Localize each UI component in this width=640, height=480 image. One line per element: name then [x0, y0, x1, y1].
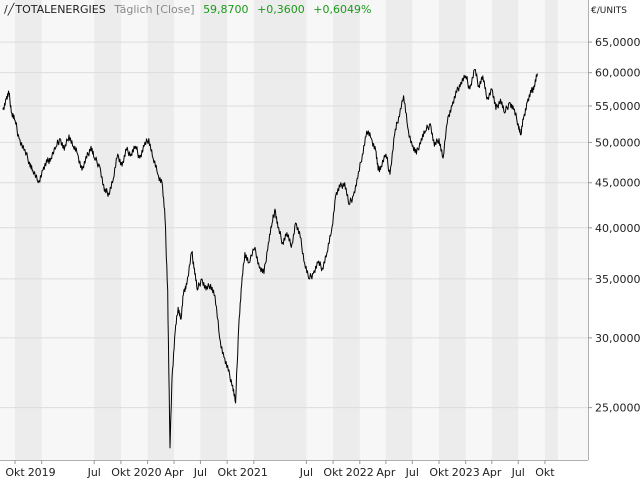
price-line [2, 69, 538, 449]
quarter-band [491, 0, 519, 460]
quarter-band [147, 0, 175, 460]
x-tick-label: 2022 [346, 466, 374, 479]
x-tick-label: Okt [111, 466, 131, 479]
x-tick-label: Apr [482, 466, 502, 479]
y-tick-label: 65,0000 [595, 36, 640, 49]
price-change-pct: +0,6049% [313, 3, 372, 16]
quarter-band [253, 0, 307, 460]
y-tick-label: 60,0000 [595, 67, 640, 80]
last-price: 59,8700 [203, 3, 249, 16]
y-tick-label: 35,0000 [595, 273, 640, 286]
symbol-name[interactable]: TOTALENERGIES [15, 3, 106, 16]
x-tick-label: Okt [5, 466, 25, 479]
quarter-band [0, 0, 15, 460]
x-tick-label: Okt [535, 466, 555, 479]
quarter-band [94, 0, 121, 460]
y-tick-label: 25,0000 [595, 402, 640, 415]
chart-header: /╱TOTALENERGIES Täglich [Close] 59,8700 … [4, 3, 376, 16]
x-tick-label: Jul [405, 466, 419, 479]
quarter-band [385, 0, 413, 460]
period-label[interactable]: Täglich [Close] [114, 3, 195, 16]
x-tick-label: Jul [511, 466, 525, 479]
x-tick-label: Okt [429, 466, 449, 479]
unit-label: €/UNITS [591, 6, 627, 16]
x-tick-label: Jul [87, 466, 101, 479]
x-tick-label: Okt [323, 466, 343, 479]
quarter-band [439, 0, 466, 460]
x-tick-label: 2023 [452, 466, 480, 479]
quarter-band [544, 0, 558, 460]
price-change: +0,3600 [257, 3, 305, 16]
x-tick-label: 2021 [240, 466, 268, 479]
line-chart-icon: /╱ [4, 3, 15, 16]
y-tick-label: 30,0000 [595, 332, 640, 345]
quarter-band [200, 0, 228, 460]
x-tick-label: 2020 [134, 466, 162, 479]
x-tick-label: 2019 [28, 466, 56, 479]
quarter-band [15, 0, 42, 460]
y-tick-label: 55,0000 [595, 100, 640, 113]
x-tick-label: Okt [217, 466, 237, 479]
quarter-band [333, 0, 360, 460]
y-tick-label: 50,0000 [595, 136, 640, 149]
y-tick-label: 45,0000 [595, 177, 640, 190]
x-tick-label: Apr [376, 466, 396, 479]
y-tick-label: 40,0000 [595, 222, 640, 235]
x-tick-label: Jul [299, 466, 313, 479]
x-tick-label: Jul [193, 466, 207, 479]
x-tick-label: Apr [165, 466, 185, 479]
